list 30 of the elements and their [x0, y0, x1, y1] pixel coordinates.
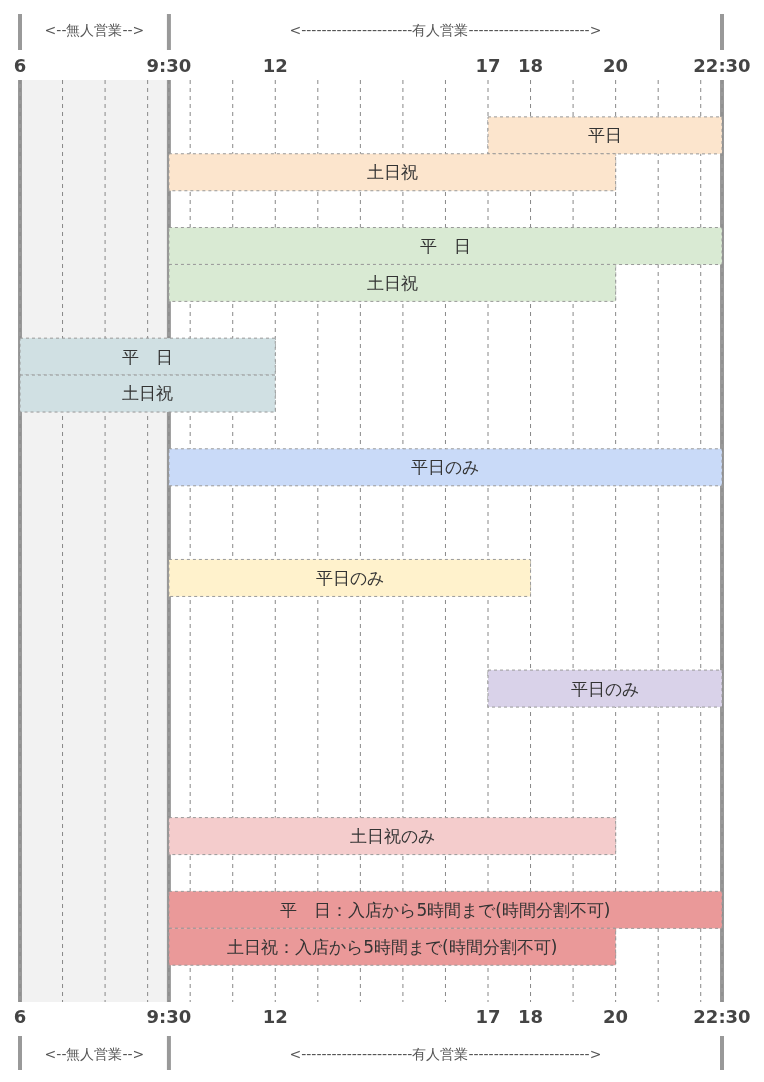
x-tick-label: 17	[475, 1005, 501, 1027]
data-label: 平 日	[419, 235, 471, 256]
x-tick-label: 20	[603, 1005, 629, 1027]
text: <----------------------有人営業------------------------>	[289, 1045, 602, 1062]
text: <--無人営業-->	[44, 1045, 145, 1062]
x2-tick-label: 12	[262, 55, 288, 76]
data-label: 土日祝	[122, 383, 174, 404]
x2-tick-label: 9:30	[146, 55, 192, 76]
x2-tick-label: 18	[518, 55, 544, 76]
data-label: 平日のみ	[571, 678, 639, 699]
x2-tick-label: 22:30	[693, 55, 751, 76]
data-label: 平 日：入店から5時間まで(時間分割不可)	[280, 899, 611, 920]
data-label: 土日祝	[366, 162, 418, 183]
x-tick-label: 18	[518, 1005, 544, 1027]
x-tick-label: 12	[262, 1005, 288, 1027]
data-label: 土日祝：入店から5時間まで(時間分割不可)	[227, 936, 558, 957]
x2-tick-label: 20	[603, 55, 629, 76]
x2-tick-label: 6	[13, 55, 27, 76]
data-label: 土日祝のみ	[349, 826, 435, 847]
data-label: 平日	[588, 125, 622, 146]
x-tick-label: 9:30	[146, 1005, 192, 1027]
data-label: 土日祝	[366, 272, 418, 293]
data-label: 平日のみ	[411, 457, 480, 478]
x-tick-label: 22:30	[693, 1005, 751, 1027]
text: <--無人営業-->	[44, 21, 145, 38]
data-label: 平日のみ	[315, 567, 384, 588]
data-label: 平 日	[122, 346, 174, 367]
x-tick-label: 6	[13, 1005, 27, 1027]
x2-tick-label: 17	[475, 55, 501, 76]
text: <----------------------有人営業------------------------>	[289, 21, 602, 38]
